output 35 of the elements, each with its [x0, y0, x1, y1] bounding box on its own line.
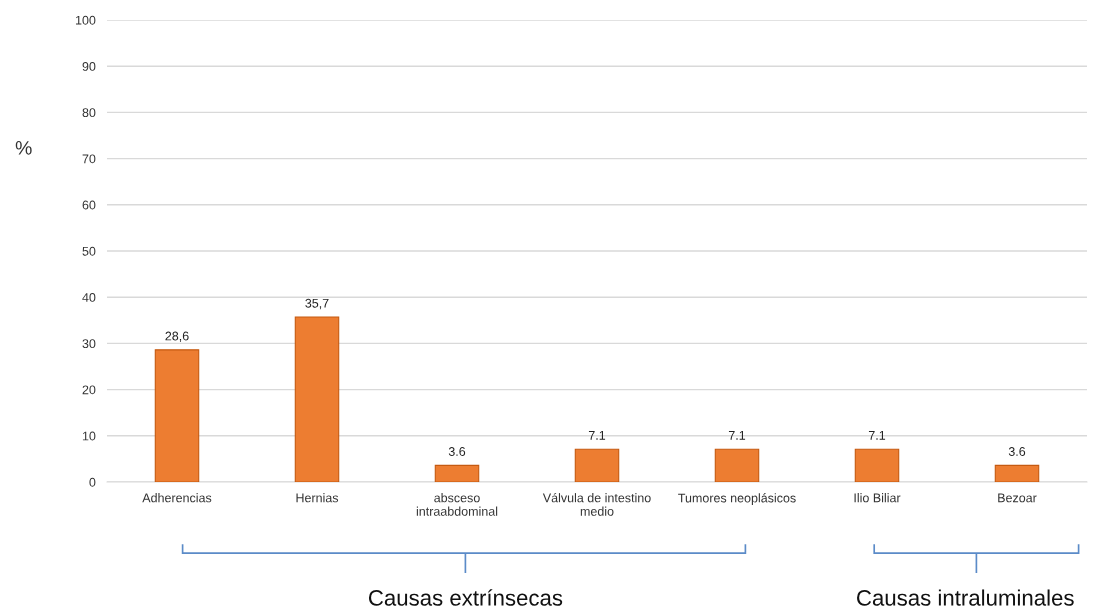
text: Causas extrínsecas — [368, 589, 563, 606]
bar — [154, 349, 200, 482]
y-tick-label: 10 — [82, 431, 96, 441]
bar — [854, 448, 900, 482]
x-tick-label: Adherencias — [142, 493, 212, 503]
y-tick-label: 60 — [82, 200, 96, 210]
y-tick-label: 30 — [82, 339, 96, 349]
y-tick-label: 0 — [89, 477, 96, 487]
y-tick-label: 80 — [82, 108, 96, 118]
data-label: 7.1 — [868, 431, 886, 440]
y-tick-label: 70 — [82, 154, 96, 164]
x-tick-label: Bezoar — [998, 493, 1037, 503]
y-axis-title: % — [15, 141, 32, 155]
data-label: 3.6 — [448, 447, 466, 456]
data-label: 3.6 — [1008, 447, 1026, 456]
x-tick-label: Tumores neoplásicos — [678, 493, 796, 505]
y-tick-label: 100 — [75, 15, 96, 25]
y-tick-label: 90 — [82, 62, 96, 71]
data-label: 7.1 — [588, 431, 606, 440]
bar — [714, 448, 760, 482]
x-tick-label: absceso intraabdominal — [416, 493, 498, 516]
y-tick-label: 50 — [82, 246, 96, 256]
x-tick-label: Hernias — [296, 493, 339, 503]
y-tick-label: 40 — [82, 293, 96, 302]
x-tick-label: Ilio Biliar — [854, 493, 901, 503]
bar — [994, 464, 1040, 482]
data-label: 35,7 — [305, 298, 329, 310]
bar — [574, 448, 620, 482]
bar — [434, 464, 480, 482]
data-label: 7.1 — [728, 431, 746, 440]
x-tick-label: Válvula de intestino medio — [542, 492, 651, 516]
bar — [294, 316, 340, 482]
y-tick-label: 20 — [82, 385, 96, 395]
text: Causas intraluminales — [857, 589, 1074, 606]
data-label: 28,6 — [165, 331, 189, 342]
